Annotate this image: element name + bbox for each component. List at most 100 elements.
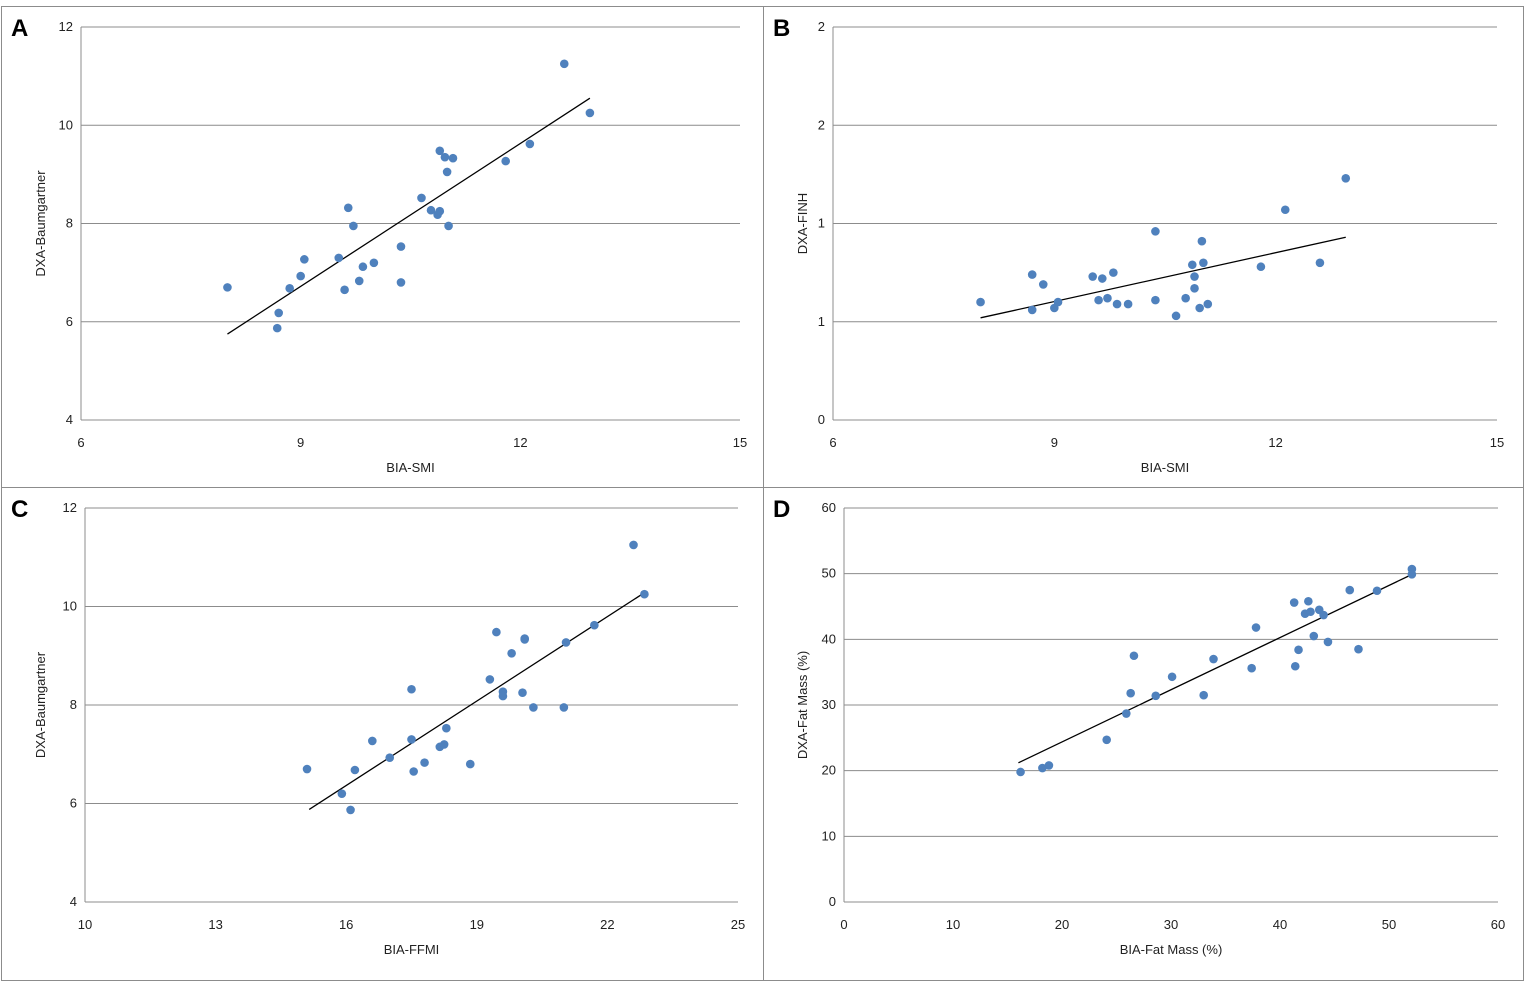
point-c-21 — [520, 635, 529, 644]
y-tick-label-d-2: 20 — [822, 763, 836, 778]
y-tick-label-a-1: 6 — [66, 314, 73, 329]
point-d-15 — [1294, 645, 1303, 655]
point-d-6 — [1129, 651, 1139, 661]
point-d-12 — [1251, 623, 1261, 632]
x-tick-label-c-5: 25 — [731, 917, 745, 932]
y-axis-title-b: DXA-FINH — [795, 193, 810, 254]
point-b-20 — [1195, 303, 1204, 313]
point-c-24 — [561, 638, 571, 647]
panel-letter-c: C — [11, 496, 29, 523]
point-a-14 — [396, 278, 406, 287]
y-tick-label-c-4: 12 — [63, 500, 77, 515]
point-b-2 — [1027, 270, 1037, 279]
point-b-14 — [1151, 227, 1160, 236]
point-d-10 — [1209, 654, 1218, 664]
panel-letter-a: A — [11, 15, 29, 42]
point-a-9 — [349, 221, 358, 231]
x-axis-title-b: BIA-SMI — [1141, 460, 1189, 475]
point-d-13 — [1289, 598, 1299, 607]
x-tick-label-d-2: 20 — [1055, 917, 1069, 932]
point-b-12 — [1123, 299, 1133, 309]
x-tick-label-a-1: 9 — [297, 435, 304, 450]
point-b-9 — [1103, 293, 1112, 303]
x-tick-label-d-5: 50 — [1382, 917, 1396, 932]
point-c-23 — [559, 703, 569, 712]
point-d-17 — [1304, 596, 1313, 606]
x-tick-label-c-3: 19 — [470, 917, 484, 932]
point-d-0 — [1016, 767, 1025, 777]
x-tick-label-c-4: 22 — [600, 917, 614, 932]
y-tick-label-c-0: 4 — [70, 894, 77, 909]
y-tick-label-b-2: 1 — [818, 216, 825, 231]
x-tick-label-c-2: 16 — [339, 917, 353, 932]
panel-d: D 0 10 20 30 40 50 60 0 10 20 30 40 50 60 BIA-Fat Mass… — [763, 487, 1524, 981]
y-tick-label-c-2: 8 — [70, 697, 77, 712]
x-tick-label-a-3: 15 — [733, 435, 747, 450]
y-tick-label-b-0: 0 — [818, 412, 825, 427]
point-a-11 — [358, 262, 368, 272]
point-a-19 — [435, 146, 445, 156]
point-b-15 — [1171, 311, 1181, 321]
x-tick-label-a-2: 12 — [513, 435, 527, 450]
point-d-22 — [1323, 637, 1333, 647]
panel-letter-b: B — [773, 15, 791, 42]
point-b-25 — [1280, 205, 1290, 215]
point-c-14 — [485, 675, 495, 684]
point-a-25 — [525, 139, 535, 149]
y-tick-label-a-3: 10 — [59, 117, 73, 132]
point-c-22 — [529, 703, 538, 712]
chart-d: 0 10 20 30 40 50 60 0 10 20 30 40 50 60 BIA-Fat Mass (… — [795, 500, 1505, 957]
x-axis-title-d: BIA-Fat Mass (%) — [1120, 942, 1223, 957]
point-a-7 — [340, 285, 349, 295]
point-b-1 — [1027, 305, 1037, 315]
point-a-16 — [426, 205, 436, 215]
point-a-22 — [444, 221, 453, 231]
point-c-7 — [407, 684, 416, 694]
point-c-13 — [465, 759, 475, 769]
y-tick-label-a-2: 8 — [66, 216, 73, 231]
point-b-17 — [1187, 260, 1197, 270]
point-c-26 — [629, 540, 638, 550]
x-tick-label-b-0: 6 — [829, 435, 836, 450]
point-c-9 — [420, 758, 429, 767]
point-d-14 — [1290, 661, 1300, 671]
point-c-3 — [350, 765, 360, 775]
y-axis-title-c: DXA-Baumgartner — [33, 651, 48, 758]
point-b-22 — [1199, 258, 1208, 268]
point-d-8 — [1167, 672, 1177, 682]
point-b-19 — [1190, 272, 1199, 281]
point-b-24 — [1256, 262, 1266, 272]
panel-a: A 4 6 8 10 12 6 9 12 15 BIA-SMI DXA-Baumgartner — [1, 6, 764, 488]
point-c-19 — [518, 688, 527, 697]
y-axis-title-a: DXA-Baumgartner — [33, 170, 48, 277]
y-tick-label-d-4: 40 — [822, 631, 836, 646]
trendline-d — [1018, 574, 1412, 764]
point-c-4 — [368, 736, 377, 746]
point-d-27 — [1407, 570, 1417, 579]
x-axis-title-a: BIA-SMI — [386, 460, 434, 475]
point-c-11 — [439, 740, 449, 749]
point-d-4 — [1122, 709, 1131, 718]
point-a-8 — [343, 203, 353, 213]
y-tick-label-d-6: 60 — [822, 500, 836, 515]
point-d-19 — [1309, 631, 1319, 641]
point-a-5 — [300, 255, 309, 264]
point-c-6 — [407, 735, 416, 744]
point-a-15 — [417, 193, 426, 203]
x-tick-label-b-2: 12 — [1268, 435, 1282, 450]
chart-c: 4 6 8 10 12 10 13 16 19 22 25 BIA-FFMI DXA-Baumgartn… — [33, 500, 745, 957]
point-a-3 — [285, 284, 294, 293]
point-a-10 — [354, 276, 364, 286]
point-d-5 — [1126, 688, 1135, 698]
point-c-5 — [385, 753, 395, 762]
y-tick-label-a-0: 4 — [66, 412, 73, 427]
x-tick-label-d-1: 10 — [946, 917, 960, 932]
point-b-6 — [1088, 272, 1097, 281]
y-tick-label-b-1: 1 — [818, 314, 825, 329]
point-c-12 — [442, 723, 451, 733]
panel-letter-d: D — [773, 496, 791, 523]
x-tick-label-d-0: 0 — [840, 917, 847, 932]
y-tick-label-b-4: 2 — [818, 19, 825, 34]
point-d-2 — [1044, 761, 1054, 770]
